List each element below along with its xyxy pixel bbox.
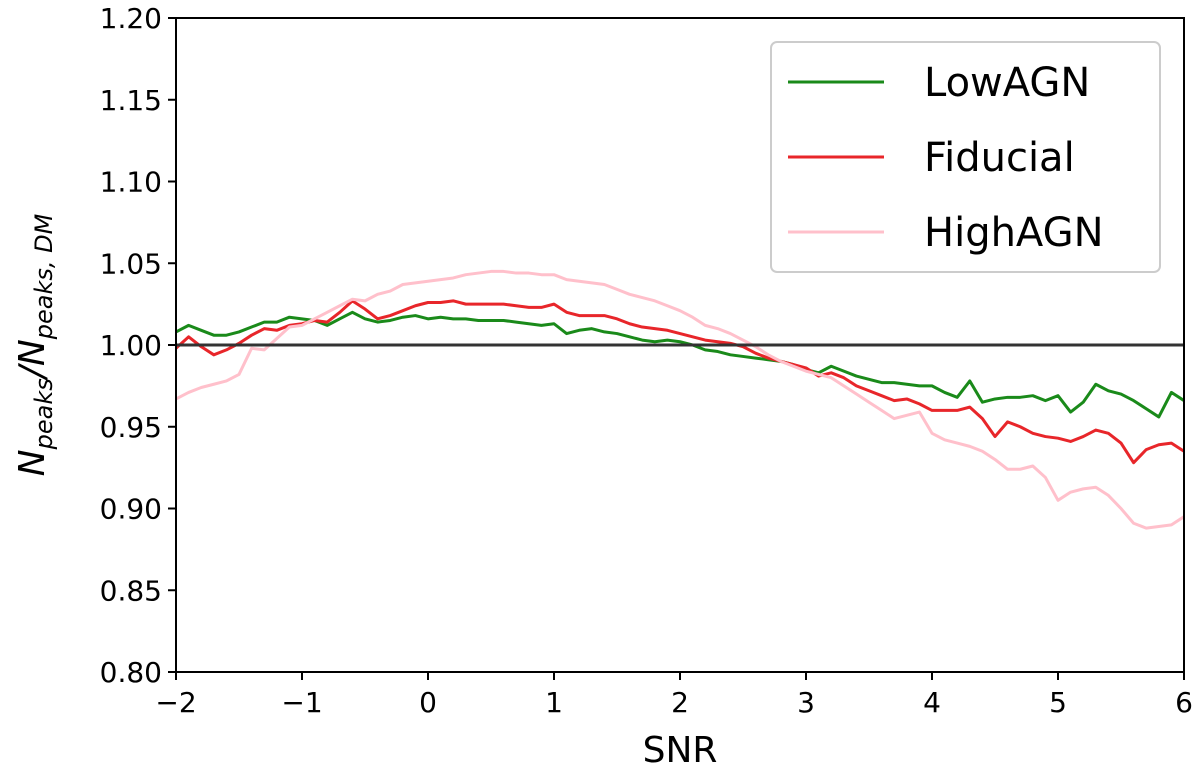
x-tick-label: −1 [281,686,322,719]
x-tick-label: 4 [923,686,941,719]
y-tick-label: 1.20 [100,2,162,35]
x-axis-label: SNR [643,730,718,771]
series-line-lowagn [176,310,1184,419]
y-tick-label: 1.00 [100,329,162,362]
y-axis-ticks: 0.80 0.85 0.90 0.95 1.00 1.05 1.10 1.15 1.20 [100,2,176,689]
x-tick-label: 0 [419,686,437,719]
legend-box [770,41,1161,273]
y-axis-label-sep: /N [12,339,53,381]
x-tick-label: −2 [155,686,196,719]
legend-label-highagn: HighAGN [924,210,1104,256]
y-axis-label: Npeaks/Npeaks, DM [12,213,58,476]
y-tick-label: 1.10 [100,166,162,199]
series-line-fiducial [176,299,1184,465]
series-line-highagn [176,269,1184,530]
x-tick-label: 2 [671,686,689,719]
y-axis-label-sub1: peaks [30,378,58,450]
x-tick-label: 3 [797,686,815,719]
x-tick-label: 6 [1175,686,1193,719]
y-tick-label: 0.85 [100,574,162,607]
legend-label-fiducial: Fiducial [924,135,1075,181]
y-tick-label: 0.90 [100,493,162,526]
data-lines [176,269,1184,530]
x-axis-ticks: −2 −1 0 1 2 3 4 5 6 [155,672,1193,719]
x-tick-label: 5 [1049,686,1067,719]
y-tick-label: 0.80 [100,656,162,689]
y-axis-label-main: N [12,449,53,476]
y-tick-label: 1.05 [100,247,162,280]
legend-label-lowagn: LowAGN [924,60,1090,106]
y-tick-label: 1.15 [100,84,162,117]
y-tick-label: 0.95 [100,411,162,444]
legend: LowAGN Fiducial HighAGN [770,41,1161,273]
y-axis-label-sub2: peaks, DM [30,213,58,340]
x-tick-label: 1 [545,686,563,719]
